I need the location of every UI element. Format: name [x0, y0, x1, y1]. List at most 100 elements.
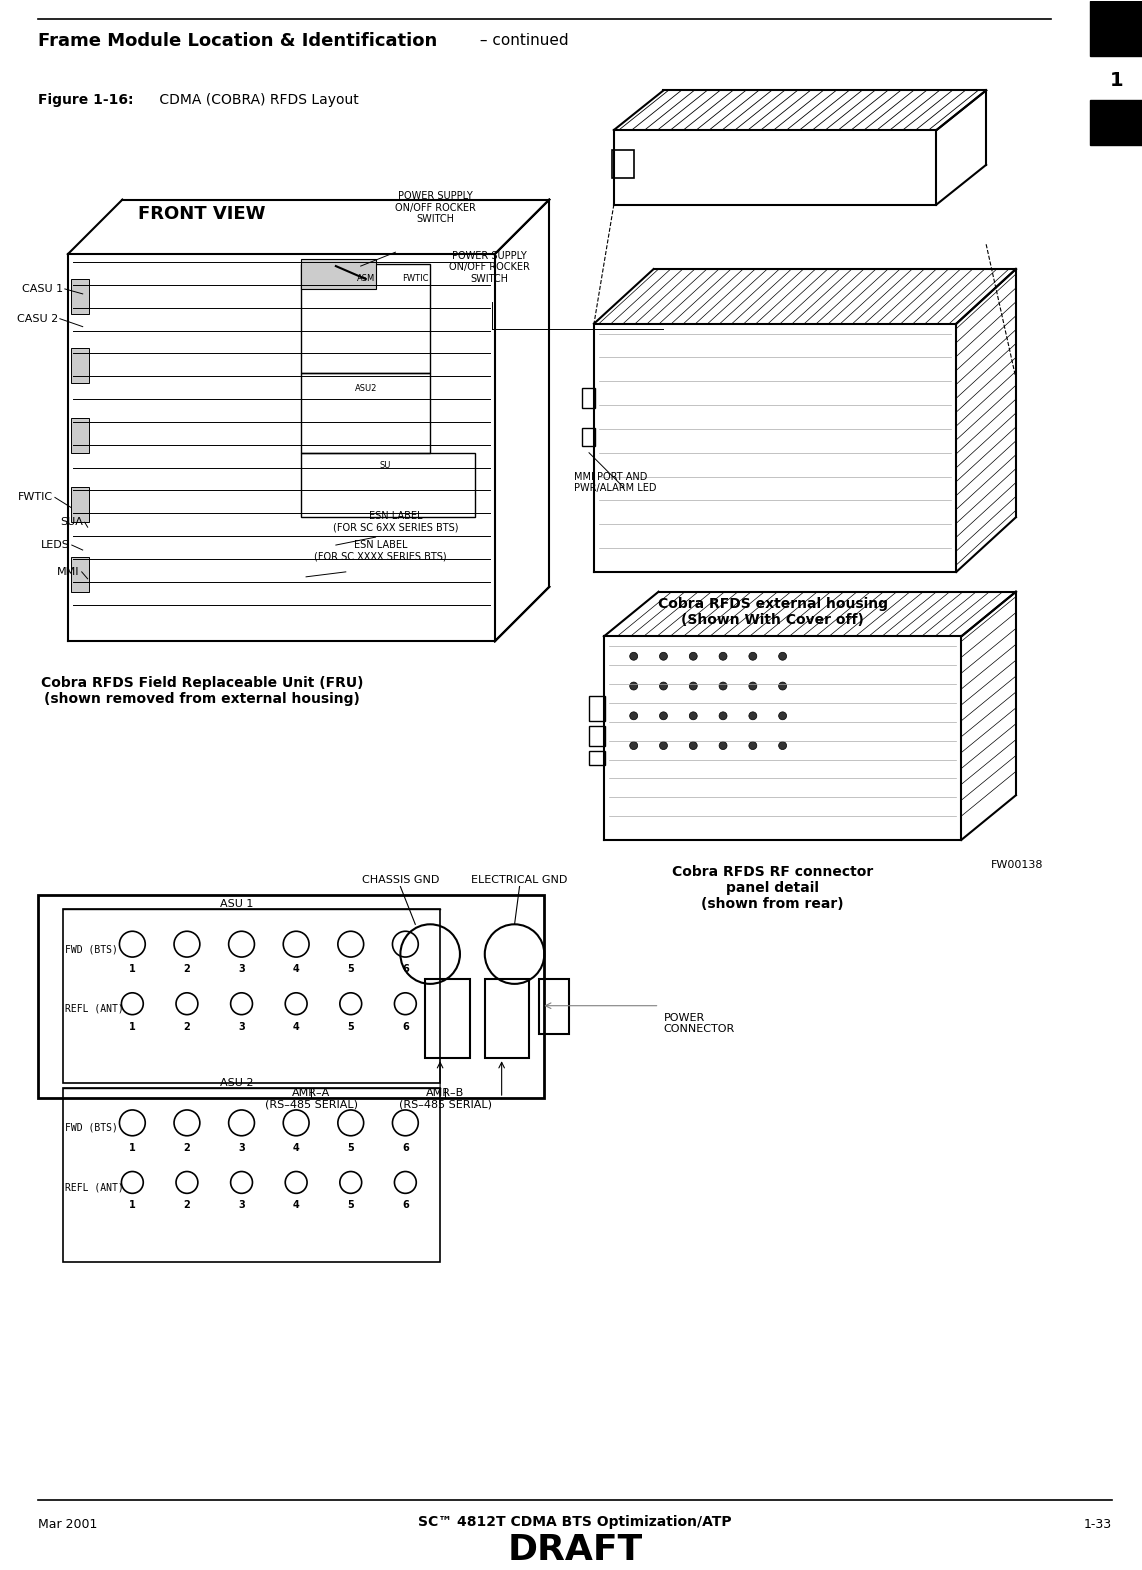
Text: REFL (ANT): REFL (ANT) [65, 1003, 123, 1014]
Text: MMI: MMI [57, 567, 80, 576]
Circle shape [779, 652, 787, 661]
Text: 4: 4 [292, 1143, 299, 1152]
Bar [582, 429, 595, 446]
Text: Frame Module Location & Identification: Frame Module Location & Identification [38, 31, 437, 50]
Text: 3: 3 [239, 1201, 244, 1210]
Text: 1: 1 [129, 1201, 136, 1210]
Text: ASU2: ASU2 [354, 383, 377, 392]
Bar [71, 418, 89, 452]
Text: 2: 2 [184, 1022, 191, 1031]
Circle shape [779, 711, 787, 719]
Text: 6: 6 [402, 1143, 409, 1152]
Circle shape [660, 741, 667, 749]
Circle shape [749, 741, 757, 749]
Circle shape [749, 652, 757, 661]
Text: POWER SUPPLY
ON/OFF ROCKER
SWITCH: POWER SUPPLY ON/OFF ROCKER SWITCH [395, 192, 475, 225]
Circle shape [690, 681, 698, 689]
Text: CHASSIS GND: CHASSIS GND [362, 874, 439, 884]
Text: 1: 1 [1109, 71, 1123, 89]
Text: SC™ 4812T CDMA BTS Optimization/ATP: SC™ 4812T CDMA BTS Optimization/ATP [418, 1515, 732, 1529]
Circle shape [779, 741, 787, 749]
Circle shape [629, 741, 637, 749]
Text: 3: 3 [239, 964, 244, 973]
Text: 1: 1 [129, 1143, 136, 1152]
Text: Cobra RFDS RF connector
panel detail
(shown from rear): Cobra RFDS RF connector panel detail (sh… [671, 865, 874, 911]
Text: 6: 6 [402, 964, 409, 973]
Text: 6: 6 [402, 1022, 409, 1031]
Circle shape [629, 652, 637, 661]
Circle shape [690, 741, 698, 749]
Bar [539, 980, 569, 1033]
Text: ASU 1: ASU 1 [220, 900, 254, 909]
Text: 4: 4 [292, 1022, 299, 1031]
Text: ELECTRICAL GND: ELECTRICAL GND [472, 874, 568, 884]
Text: POWER
CONNECTOR: POWER CONNECTOR [664, 1013, 734, 1035]
Bar [1091, 100, 1142, 144]
Bar [425, 980, 469, 1058]
Bar [301, 374, 431, 452]
Text: CASU 2: CASU 2 [17, 314, 58, 323]
Bar [71, 349, 89, 383]
Bar [71, 279, 89, 314]
Circle shape [660, 652, 667, 661]
Text: ESN LABEL
(FOR SC XXXX SERIES BTS): ESN LABEL (FOR SC XXXX SERIES BTS) [314, 540, 447, 562]
Text: DRAFT: DRAFT [507, 1532, 643, 1567]
Circle shape [749, 681, 757, 689]
Text: AMR–A
(RS–485 SERIAL): AMR–A (RS–485 SERIAL) [265, 1088, 357, 1110]
Circle shape [719, 741, 727, 749]
Bar [63, 1088, 440, 1262]
Text: FWD (BTS): FWD (BTS) [65, 944, 118, 955]
Text: ASU 2: ASU 2 [219, 1079, 254, 1088]
Text: 5: 5 [347, 1201, 354, 1210]
Text: 6: 6 [402, 1201, 409, 1210]
Text: Mar 2001: Mar 2001 [38, 1518, 97, 1531]
Text: 2: 2 [184, 964, 191, 973]
Text: – continued: – continued [475, 33, 569, 49]
Text: 1: 1 [129, 964, 136, 973]
Text: FWD (BTS): FWD (BTS) [65, 1123, 118, 1134]
Text: CDMA (COBRA) RFDS Layout: CDMA (COBRA) RFDS Layout [155, 93, 359, 107]
Bar [38, 895, 545, 1097]
Bar [71, 557, 89, 592]
Text: FWTIC: FWTIC [18, 493, 53, 502]
Circle shape [719, 652, 727, 661]
Bar [589, 750, 605, 766]
Text: Cobra RFDS Field Replaceable Unit (FRU)
(shown removed from external housing): Cobra RFDS Field Replaceable Unit (FRU) … [41, 677, 363, 706]
Text: Cobra RFDS external housing
(Shown With Cover off): Cobra RFDS external housing (Shown With … [658, 597, 887, 626]
Bar [1091, 2, 1142, 55]
Bar [485, 980, 530, 1058]
Text: LEDS: LEDS [41, 540, 70, 549]
Text: 1-33: 1-33 [1084, 1518, 1112, 1531]
Circle shape [719, 711, 727, 719]
Bar [71, 487, 89, 523]
Bar [589, 696, 605, 721]
Bar [301, 452, 475, 517]
Circle shape [749, 711, 757, 719]
Text: 5: 5 [347, 964, 354, 973]
Text: 4: 4 [292, 1201, 299, 1210]
Text: 2: 2 [184, 1201, 191, 1210]
Text: ASM: ASM [356, 275, 375, 284]
Text: 5: 5 [347, 1022, 354, 1031]
Text: CASU 1: CASU 1 [22, 284, 63, 294]
Text: SU: SU [380, 462, 392, 469]
Text: Figure 1-16:: Figure 1-16: [38, 93, 134, 107]
Text: SUA: SUA [59, 517, 82, 528]
Text: 3: 3 [239, 1022, 244, 1031]
Circle shape [690, 652, 698, 661]
Text: AMR–B
(RS–485 SERIAL): AMR–B (RS–485 SERIAL) [399, 1088, 491, 1110]
Text: POWER SUPPLY
ON/OFF ROCKER
SWITCH: POWER SUPPLY ON/OFF ROCKER SWITCH [449, 251, 530, 284]
Text: ESN LABEL
(FOR SC 6XX SERIES BTS): ESN LABEL (FOR SC 6XX SERIES BTS) [332, 510, 458, 532]
Text: MMI PORT AND
PWR/ALARM LED: MMI PORT AND PWR/ALARM LED [574, 471, 657, 493]
Text: 4: 4 [292, 964, 299, 973]
Text: 2: 2 [184, 1143, 191, 1152]
Circle shape [629, 711, 637, 719]
Text: 3: 3 [239, 1143, 244, 1152]
Bar [63, 909, 440, 1083]
Text: 1: 1 [129, 1022, 136, 1031]
Bar [582, 388, 595, 408]
Text: FRONT VIEW: FRONT VIEW [138, 206, 266, 223]
Circle shape [629, 681, 637, 689]
Circle shape [660, 711, 667, 719]
Text: REFL (ANT): REFL (ANT) [65, 1182, 123, 1192]
